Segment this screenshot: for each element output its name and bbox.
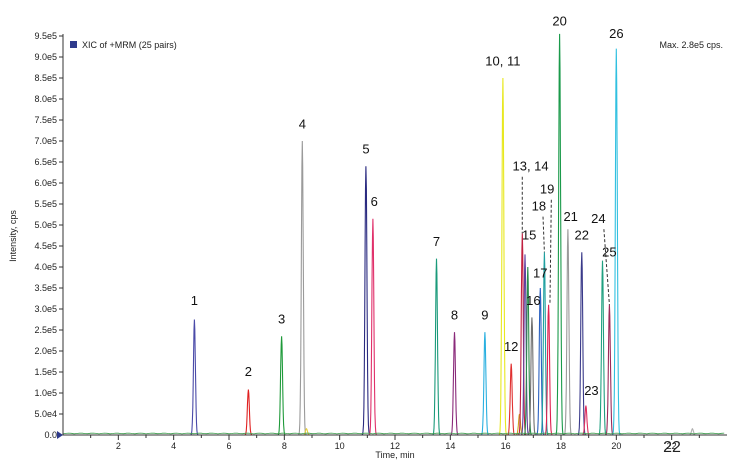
- max-note: Max. 2.8e5 cps.: [659, 40, 723, 50]
- peak-label-18: 20: [552, 14, 566, 29]
- peak-label-4: 4: [299, 116, 306, 131]
- x-tick-label: 6: [226, 441, 231, 451]
- legend-label: XIC of +MRM (25 pairs): [82, 40, 177, 50]
- x-tick-label: 14: [445, 441, 455, 451]
- peak-label-1: 1: [191, 293, 198, 308]
- y-axis-ticks: 0.0 5.0e4 1.0e5 1.5e5 2.0e5 2.5e5 3.0e5 3.5e5 4.…: [34, 31, 63, 440]
- x-tick-label: 4: [171, 441, 176, 451]
- peak-label-16: 18: [532, 198, 546, 213]
- x-tick-label: 22: [667, 441, 677, 451]
- x-tick-label: 10: [335, 441, 345, 451]
- peak-label-5: 5: [362, 142, 369, 157]
- y-tick-label: 8.5e5: [34, 73, 57, 83]
- axis-origin-marker-icon: [57, 431, 63, 439]
- peak-label-15: 17: [533, 266, 547, 281]
- leader-line: [549, 199, 552, 305]
- x-tick-label: 8: [282, 441, 287, 451]
- legend-swatch: [70, 41, 77, 48]
- peak-label-21: 23: [584, 383, 598, 398]
- y-tick-label: 1.5e5: [34, 367, 57, 377]
- y-tick-label: 3.0e5: [34, 304, 57, 314]
- y-tick-label: 6.5e5: [34, 157, 57, 167]
- y-tick-label: 5.5e5: [34, 199, 57, 209]
- stray-label-22: 22: [663, 439, 681, 456]
- peak-label-24: 26: [609, 26, 623, 41]
- x-axis-label: Time, min: [375, 450, 414, 460]
- peak-leader-lines: [521, 176, 610, 305]
- y-tick-label: 8.0e5: [34, 94, 57, 104]
- y-tick-label: 2.0e5: [34, 346, 57, 356]
- y-tick-label: 4.0e5: [34, 262, 57, 272]
- peak-label-13: 15: [522, 228, 536, 243]
- peak-label-2: 2: [245, 364, 252, 379]
- y-tick-label: 5.0e4: [34, 409, 57, 419]
- x-tick-label: 20: [611, 441, 621, 451]
- peak-label-10: 10, 11: [485, 53, 520, 68]
- peak-label-22: 24: [591, 211, 605, 226]
- peak-label-8: 8: [451, 308, 458, 323]
- y-tick-label: 1.0e5: [34, 388, 57, 398]
- peak-label-20: 22: [575, 228, 589, 243]
- peak-label-6: 6: [371, 194, 378, 209]
- plot-area: [63, 36, 727, 435]
- y-tick-label: 2.5e5: [34, 325, 57, 335]
- peak-label-7: 7: [433, 234, 440, 249]
- x-tick-label: 12: [390, 441, 400, 451]
- peak-label-3: 3: [278, 312, 285, 327]
- y-tick-label: 3.5e5: [34, 283, 57, 293]
- x-tick-label: 18: [556, 441, 566, 451]
- y-tick-label: 5.0e5: [34, 220, 57, 230]
- leader-line: [603, 229, 610, 305]
- peak-label-9: 9: [481, 308, 488, 323]
- peak-label-23: 25: [602, 245, 616, 260]
- baseline-trace: [62, 432, 725, 435]
- x-tick-label: 2: [116, 441, 121, 451]
- x-axis-ticks: 2 4 6 8 10 12 14 16 18 20 22: [90, 435, 700, 451]
- peak-label-14: 16: [526, 293, 540, 308]
- y-tick-label: 9.0e5: [34, 52, 57, 62]
- y-tick-label: 4.5e5: [34, 241, 57, 251]
- y-tick-label: 6.0e5: [34, 178, 57, 188]
- y-tick-label: 7.0e5: [34, 136, 57, 146]
- y-axis-label: Intensity, cps: [8, 210, 18, 262]
- peak-label-11: 12: [504, 339, 518, 354]
- peak-label-12: 13, 14: [512, 158, 548, 173]
- leader-line: [542, 216, 545, 253]
- peak-label-19: 21: [563, 209, 577, 224]
- peak-label-17: 19: [540, 182, 554, 197]
- y-tick-label: 9.5e5: [34, 31, 57, 41]
- y-tick-label: 7.5e5: [34, 115, 57, 125]
- y-tick-label: 0.0: [44, 430, 57, 440]
- x-tick-label: 16: [501, 441, 511, 451]
